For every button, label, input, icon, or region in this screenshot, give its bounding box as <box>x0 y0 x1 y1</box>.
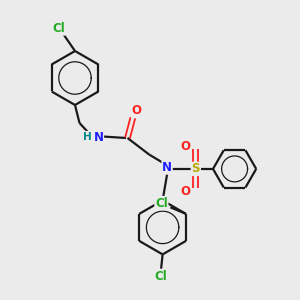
Text: N: N <box>93 130 103 144</box>
Text: O: O <box>180 185 190 198</box>
Text: Cl: Cl <box>155 196 168 210</box>
Text: O: O <box>180 140 190 153</box>
Text: Cl: Cl <box>155 269 167 283</box>
Text: H: H <box>83 131 92 142</box>
Text: O: O <box>131 104 142 118</box>
Text: N: N <box>162 161 172 174</box>
Text: S: S <box>191 162 200 176</box>
Text: Cl: Cl <box>52 22 65 35</box>
